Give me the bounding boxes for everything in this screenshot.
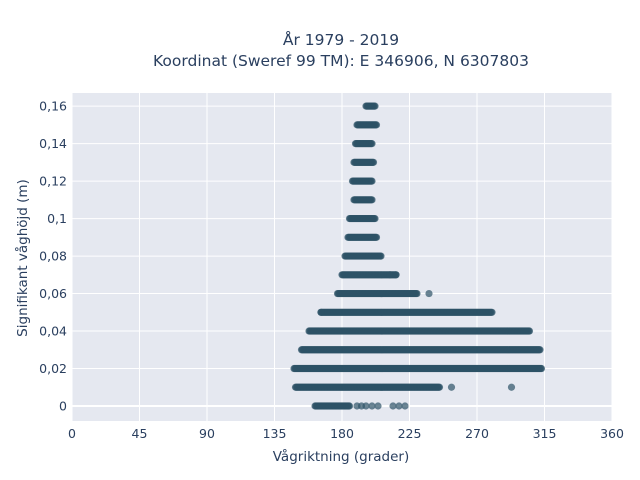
- data-point: [371, 102, 379, 110]
- y-tick-label: 0,14: [39, 136, 67, 151]
- data-point: [537, 364, 546, 373]
- y-tick-label: 0,06: [39, 286, 67, 301]
- data-point: [372, 121, 381, 129]
- x-tick-label: 270: [465, 426, 489, 441]
- chart-title-line2: Koordinat (Sweref 99 TM): E 346906, N 63…: [153, 52, 529, 70]
- data-point: [362, 402, 370, 410]
- data-point: [447, 383, 456, 391]
- chart-title-line1: År 1979 - 2019: [283, 30, 399, 49]
- data-point: [368, 177, 376, 185]
- x-tick-label: 135: [263, 426, 287, 441]
- y-axis-title: Signifikant våghöjd (m): [14, 179, 31, 337]
- y-tick-label: 0,04: [39, 324, 67, 339]
- data-points: [290, 102, 546, 410]
- data-point: [401, 402, 409, 410]
- y-tick-label: 0,16: [39, 99, 67, 114]
- y-tick-label: 0,12: [39, 174, 67, 189]
- x-tick-label: 360: [600, 426, 624, 441]
- y-tick-label: 0,08: [39, 249, 67, 264]
- data-point: [395, 402, 403, 410]
- data-point: [389, 402, 397, 410]
- x-tick-label: 180: [330, 426, 354, 441]
- data-point: [536, 346, 544, 354]
- data-point: [371, 214, 379, 223]
- data-point: [392, 271, 400, 279]
- x-axis-ticks: 0 45 90 135 180 225 270 315 360: [68, 426, 624, 441]
- data-point: [507, 383, 516, 391]
- data-point: [368, 196, 376, 204]
- x-tick-label: 0: [68, 426, 76, 441]
- x-tick-label: 225: [398, 426, 422, 441]
- data-point: [386, 271, 394, 279]
- data-point: [369, 158, 378, 166]
- data-point: [345, 402, 354, 410]
- y-axis-ticks: 0 0,02 0,04 0,06 0,08 0,1 0,12 0,14 0,16: [39, 99, 67, 414]
- y-tick-label: 0: [59, 399, 67, 414]
- x-tick-label: 315: [533, 426, 557, 441]
- y-tick-label: 0,1: [47, 211, 67, 226]
- data-point: [372, 233, 381, 241]
- data-point: [525, 327, 534, 335]
- data-point: [435, 383, 444, 391]
- x-tick-label: 90: [199, 426, 215, 441]
- y-tick-label: 0,02: [39, 361, 67, 376]
- data-point: [317, 308, 325, 316]
- data-point: [488, 308, 496, 316]
- data-point: [368, 402, 376, 410]
- data-point: [368, 140, 376, 148]
- x-tick-label: 45: [132, 426, 148, 441]
- data-point: [377, 252, 385, 260]
- data-point: [425, 289, 433, 298]
- data-point: [374, 402, 382, 410]
- x-axis-title: Vågriktning (grader): [273, 448, 410, 465]
- data-point: [413, 289, 421, 298]
